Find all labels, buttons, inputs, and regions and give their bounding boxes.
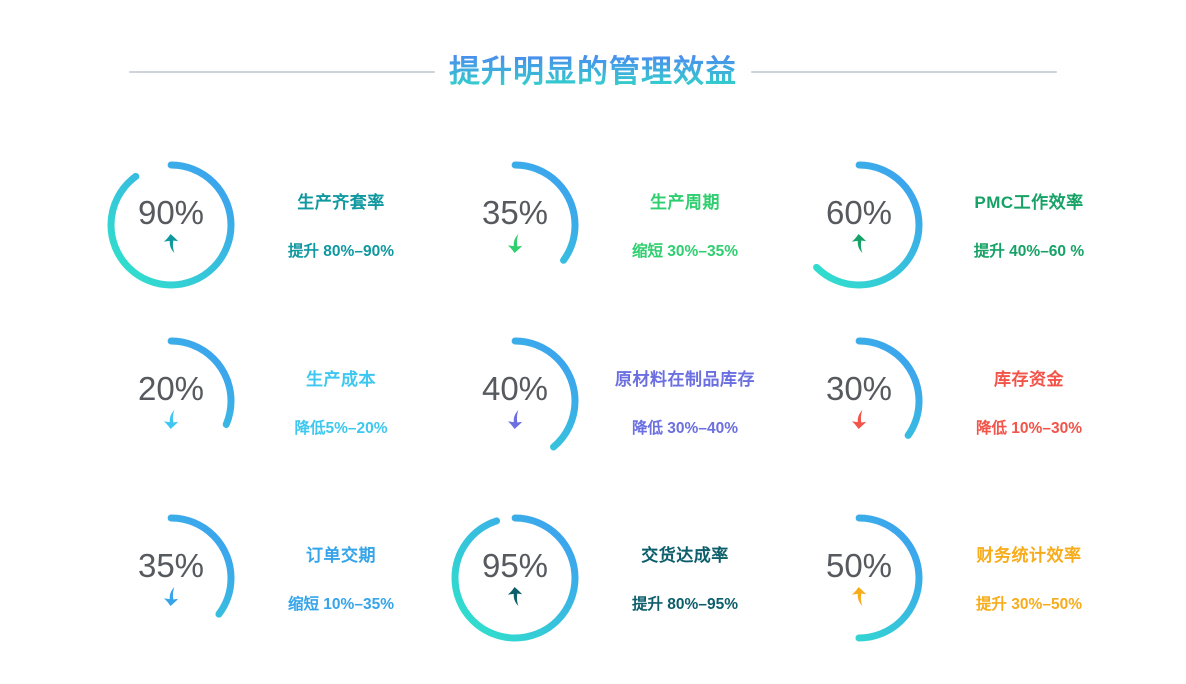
trend-up-icon	[851, 586, 866, 606]
gauge-grid: 90% 生产齐套率 提升 80%–90% 35% 生产周期 缩短 30%–35%	[104, 136, 1186, 666]
gauge-ring: 35%	[104, 511, 238, 645]
progress-ring	[107, 161, 235, 288]
metric-range: 提升 30%–50%	[976, 596, 1082, 613]
gauge-center: 30%	[792, 334, 926, 468]
progress-ring	[451, 514, 579, 641]
metric-label: PMC工作效率	[974, 193, 1084, 212]
gauge-center: 90%	[104, 158, 238, 292]
gauge-center: 35%	[104, 511, 238, 645]
metric-label: 库存资金	[994, 369, 1064, 389]
metric-range: 降低 30%–40%	[632, 419, 738, 437]
progress-ring	[795, 337, 923, 465]
gauge-info: 财务统计效率 提升 30%–50%	[938, 541, 1120, 614]
progress-ring	[451, 161, 579, 288]
gauge-card-delivery-rate: 95% 交货达成率 提升 80%–95%	[448, 489, 792, 666]
gauge-center: 95%	[448, 511, 582, 645]
gauge-value: 50%	[825, 546, 893, 584]
header: 提升明显的管理效益	[0, 0, 1186, 92]
gauge-value: 95%	[481, 546, 549, 584]
gauge-info: 库存资金 降低 10%–30%	[938, 365, 1120, 438]
metric-range: 缩短 30%–35%	[632, 243, 738, 260]
gauge-ring: 35%	[448, 158, 582, 292]
trend-up-icon	[163, 233, 178, 253]
gauge-ring: 90%	[104, 158, 238, 292]
trend-down-icon	[507, 233, 522, 253]
gauge-card-pmc-efficiency: 60% PMC工作效率 提升 40%–60 %	[792, 136, 1138, 313]
progress-ring	[451, 337, 579, 465]
metric-range: 提升 80%–95%	[632, 596, 738, 613]
gauge-ring: 95%	[448, 511, 582, 645]
gauge-ring: 40%	[448, 334, 582, 468]
metric-label: 财务统计效率	[976, 546, 1082, 565]
gauge-card-wip-inventory: 40% 原材料在制品库存 降低 30%–40%	[448, 313, 792, 489]
title-divider-left	[129, 71, 435, 73]
gauge-info: 原材料在制品库存 降低 30%–40%	[594, 365, 776, 438]
gauge-value: 20%	[137, 370, 205, 407]
page-title: 提升明显的管理效益	[449, 52, 737, 92]
metric-range: 提升 40%–60 %	[973, 243, 1085, 260]
metric-range: 提升 80%–90%	[288, 243, 394, 260]
gauge-card-order-leadtime: 35% 订单交期 缩短 10%–35%	[104, 489, 448, 666]
trend-up-icon	[507, 586, 522, 606]
gauge-ring: 50%	[792, 511, 926, 645]
trend-down-icon	[851, 409, 866, 430]
gauge-value: 35%	[481, 193, 549, 231]
gauge-center: 35%	[448, 158, 582, 292]
gauge-info: 订单交期 缩短 10%–35%	[250, 541, 432, 614]
gauge-center: 40%	[448, 334, 582, 468]
metric-label: 生产齐套率	[297, 193, 385, 212]
gauge-ring: 60%	[792, 158, 926, 292]
progress-ring	[795, 514, 923, 641]
gauge-info: 生产成本 降低5%–20%	[250, 365, 432, 438]
gauge-center: 60%	[792, 158, 926, 292]
gauge-value: 60%	[825, 193, 893, 231]
metric-range: 降低 10%–30%	[976, 419, 1082, 437]
gauge-value: 40%	[481, 370, 549, 407]
gauge-card-production-cycle: 35% 生产周期 缩短 30%–35%	[448, 136, 792, 313]
metric-range: 缩短 10%–35%	[288, 596, 394, 613]
metric-label: 生产成本	[306, 369, 376, 389]
trend-down-icon	[163, 409, 178, 430]
gauge-info: 生产周期 缩短 30%–35%	[594, 188, 776, 261]
gauge-ring: 30%	[792, 334, 926, 468]
gauge-card-production-cost: 20% 生产成本 降低5%–20%	[104, 313, 448, 489]
metric-label: 原材料在制品库存	[615, 369, 755, 389]
gauge-card-inventory-capital: 30% 库存资金 降低 10%–30%	[792, 313, 1138, 489]
gauge-card-finance-stats-efficiency: 50% 财务统计效率 提升 30%–50%	[792, 489, 1138, 666]
progress-ring	[795, 161, 923, 288]
metric-range: 降低5%–20%	[294, 419, 388, 437]
trend-down-icon	[163, 586, 178, 606]
gauge-center: 20%	[104, 334, 238, 468]
trend-down-icon	[507, 409, 522, 430]
gauge-value: 35%	[137, 546, 205, 584]
gauge-value: 30%	[825, 370, 893, 407]
gauge-info: 交货达成率 提升 80%–95%	[594, 541, 776, 614]
progress-ring	[107, 514, 235, 641]
gauge-value: 90%	[137, 193, 205, 231]
gauge-info: PMC工作效率 提升 40%–60 %	[938, 188, 1120, 261]
progress-ring	[107, 337, 235, 465]
gauge-center: 50%	[792, 511, 926, 645]
metric-label: 交货达成率	[641, 546, 729, 565]
gauge-card-production-kit-rate: 90% 生产齐套率 提升 80%–90%	[104, 136, 448, 313]
gauge-info: 生产齐套率 提升 80%–90%	[250, 188, 432, 261]
title-divider-right	[751, 71, 1057, 73]
metric-label: 订单交期	[306, 546, 376, 565]
metric-label: 生产周期	[650, 193, 720, 212]
trend-up-icon	[851, 233, 866, 253]
gauge-ring: 20%	[104, 334, 238, 468]
